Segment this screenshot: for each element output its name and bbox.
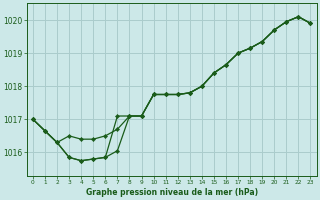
X-axis label: Graphe pression niveau de la mer (hPa): Graphe pression niveau de la mer (hPa) [86, 188, 258, 197]
